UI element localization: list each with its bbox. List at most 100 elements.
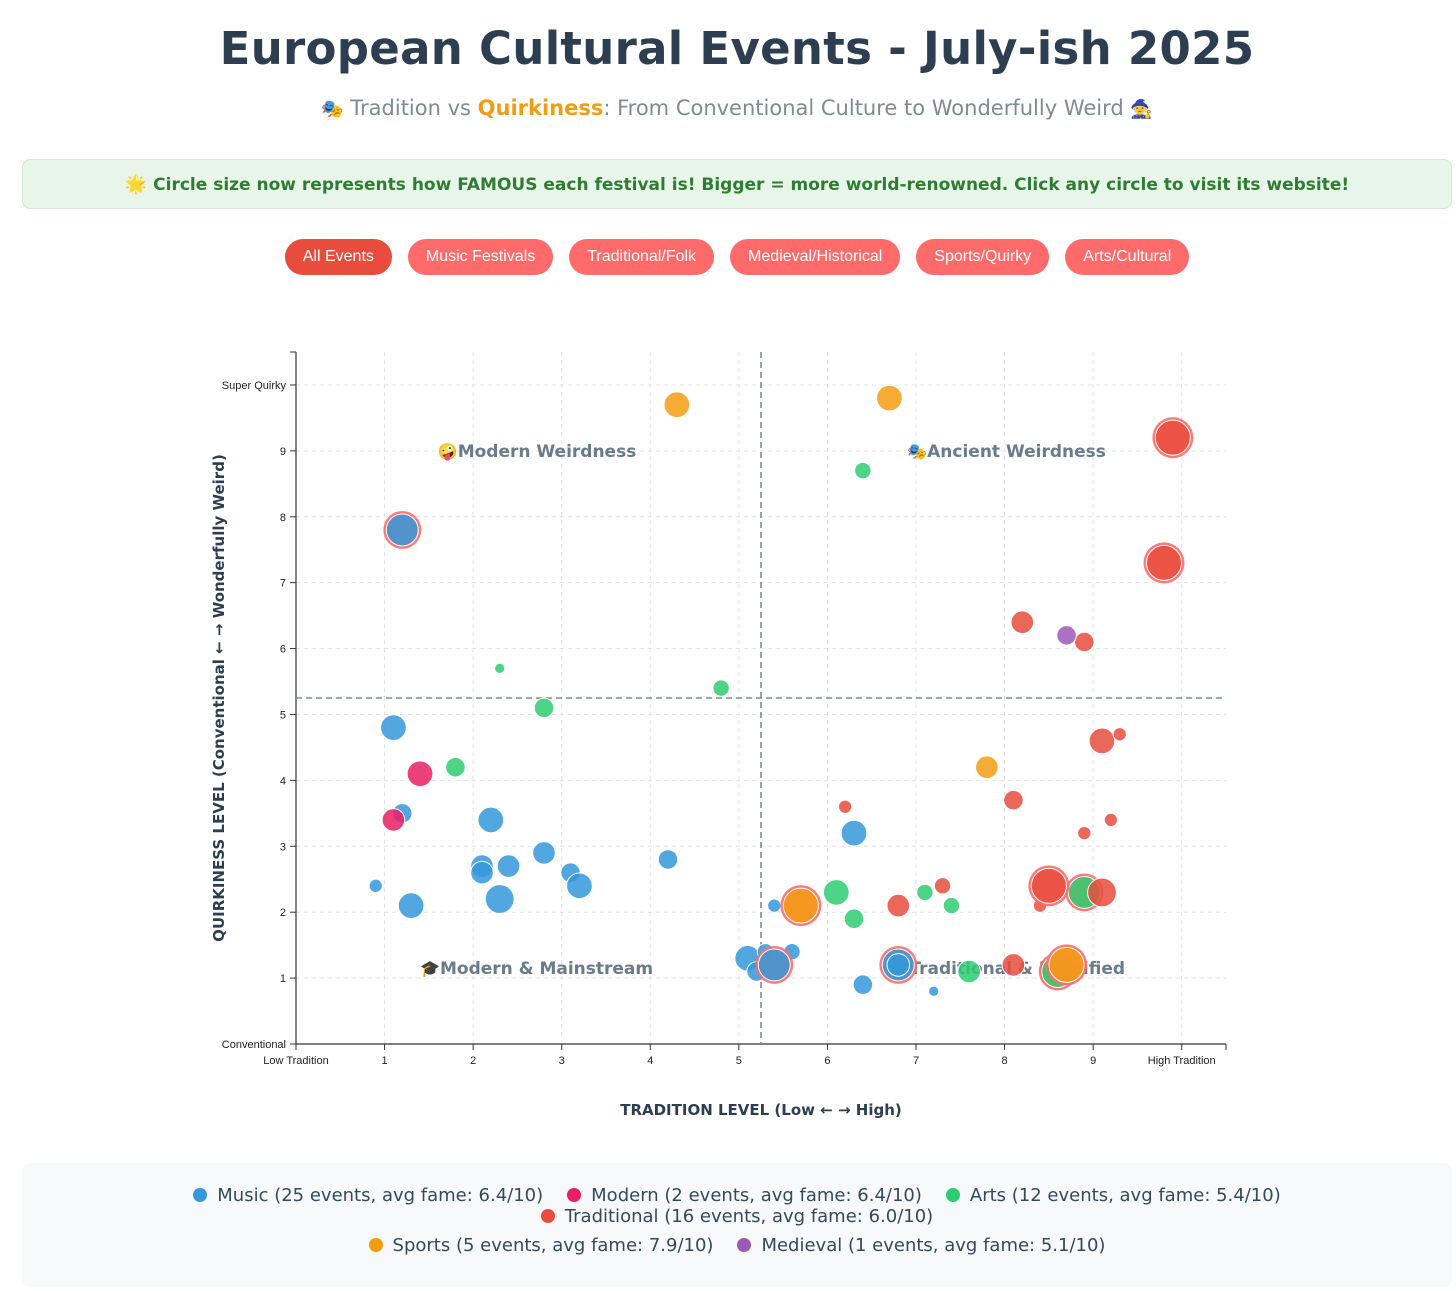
- data-point-sports[interactable]: [663, 391, 691, 419]
- data-point-modern[interactable]: [381, 808, 406, 832]
- legend-item-arts[interactable]: Arts (12 events, avg fame: 5.4/10): [945, 1185, 1281, 1206]
- data-point-music[interactable]: [380, 714, 407, 742]
- data-point-music[interactable]: [767, 898, 782, 913]
- filter-music-festivals[interactable]: Music Festivals: [407, 239, 554, 275]
- y-tick-label: 9: [280, 446, 286, 458]
- legend-item-medieval[interactable]: Medieval (1 events, avg fame: 5.1/10): [737, 1235, 1105, 1256]
- data-point-arts[interactable]: [942, 896, 961, 915]
- quadrant-emoji-icon: 🎭: [907, 442, 927, 461]
- y-tick-label: 1: [280, 973, 286, 985]
- chart-title: European Cultural Events - July-ish 2025: [219, 22, 1255, 75]
- subtitle-pre: Tradition vs: [350, 96, 478, 120]
- data-point-music[interactable]: [840, 819, 868, 847]
- x-tick-label: 3: [559, 1055, 565, 1067]
- legend: Music (25 events, avg fame: 6.4/10) Mode…: [22, 1163, 1452, 1287]
- data-point-arts[interactable]: [494, 662, 506, 674]
- chart-subtitle: 🎭 Tradition vs Quirkiness: From Conventi…: [0, 96, 1456, 120]
- data-point-arts[interactable]: [822, 879, 850, 906]
- data-points: [368, 384, 1194, 997]
- data-point-music[interactable]: [496, 854, 521, 878]
- x-tick-label: Low Tradition: [263, 1055, 328, 1067]
- quadrant-label-text: Ancient Weirdness: [927, 442, 1106, 462]
- data-point-arts[interactable]: [916, 883, 934, 902]
- data-point-traditional[interactable]: [933, 877, 952, 895]
- y-tick-label: 3: [280, 841, 286, 853]
- y-tick-label: 4: [280, 775, 286, 787]
- filter-sports-quirky[interactable]: Sports/Quirky: [916, 239, 1050, 275]
- data-point-music[interactable]: [886, 953, 911, 977]
- subtitle-post: : From Conventional Culture to Wonderful…: [603, 96, 1124, 120]
- filter-arts-cultural[interactable]: Arts/Cultural: [1065, 239, 1190, 275]
- data-point-traditional[interactable]: [1003, 789, 1024, 811]
- data-point-traditional[interactable]: [1001, 953, 1026, 977]
- subtitle-highlight: Quirkiness: [477, 96, 604, 120]
- y-tick-label: 5: [280, 709, 286, 721]
- quadrant-emoji-icon: 🤪: [438, 442, 458, 461]
- y-tick-label: Super Quirky: [222, 380, 287, 392]
- data-point-traditional[interactable]: [1103, 812, 1119, 828]
- data-point-arts[interactable]: [445, 756, 466, 778]
- data-point-music[interactable]: [397, 892, 425, 919]
- x-tick-label: 6: [824, 1055, 830, 1067]
- data-point-arts[interactable]: [533, 697, 555, 719]
- legend-label-modern: Modern (2 events, avg fame: 6.4/10): [591, 1185, 922, 1206]
- data-point-traditional[interactable]: [1088, 727, 1116, 755]
- x-tick-label: 1: [382, 1055, 388, 1067]
- quadrant-label: 🎭 Ancient Weirdness: [907, 442, 1106, 462]
- data-point-music[interactable]: [757, 948, 791, 982]
- data-point-arts[interactable]: [712, 679, 730, 697]
- data-point-medieval[interactable]: [1056, 625, 1077, 646]
- legend-row-2: Sports (5 events, avg fame: 7.9/10) Medi…: [22, 1235, 1452, 1285]
- y-tick-label: 7: [280, 578, 286, 590]
- legend-swatch-modern: [567, 1188, 582, 1202]
- legend-label-medieval: Medieval (1 events, avg fame: 5.1/10): [761, 1235, 1106, 1256]
- data-point-arts[interactable]: [854, 461, 872, 480]
- data-point-music[interactable]: [477, 806, 505, 834]
- data-point-music[interactable]: [484, 884, 515, 914]
- data-point-music[interactable]: [385, 513, 419, 547]
- data-point-traditional[interactable]: [1112, 727, 1127, 742]
- star-icon: 🌟: [124, 174, 148, 195]
- data-point-music[interactable]: [470, 860, 494, 885]
- data-point-sports[interactable]: [975, 755, 999, 780]
- theater-masks-icon: 🎭: [321, 98, 344, 120]
- data-point-music[interactable]: [532, 841, 556, 865]
- data-point-music[interactable]: [928, 985, 940, 997]
- filter-traditional-folk[interactable]: Traditional/Folk: [569, 239, 715, 275]
- data-point-modern[interactable]: [406, 760, 434, 788]
- data-point-arts[interactable]: [843, 908, 865, 930]
- y-tick-label: 2: [280, 907, 286, 919]
- info-banner: 🌟 Circle size now represents how FAMOUS …: [22, 159, 1452, 209]
- data-point-sports[interactable]: [1048, 946, 1085, 983]
- x-tick-label: 8: [1002, 1055, 1008, 1067]
- legend-item-modern[interactable]: Modern (2 events, avg fame: 6.4/10): [567, 1185, 922, 1206]
- data-point-music[interactable]: [657, 849, 679, 870]
- data-point-traditional[interactable]: [1030, 867, 1067, 904]
- data-point-traditional[interactable]: [1077, 825, 1092, 841]
- filter-medieval-historical[interactable]: Medieval/Historical: [730, 239, 901, 275]
- data-point-arts[interactable]: [957, 959, 981, 984]
- data-point-traditional[interactable]: [837, 799, 853, 814]
- data-point-traditional[interactable]: [1146, 544, 1182, 581]
- legend-item-traditional[interactable]: Traditional (16 events, avg fame: 6.0/10…: [540, 1206, 933, 1227]
- data-point-traditional[interactable]: [1010, 610, 1035, 635]
- data-point-music[interactable]: [852, 974, 874, 995]
- filter-all-events[interactable]: All Events: [284, 239, 392, 275]
- data-point-traditional[interactable]: [1154, 419, 1191, 456]
- filter-bar: All Events Music Festivals Traditional/F…: [0, 239, 1456, 275]
- legend-row-1: Music (25 events, avg fame: 6.4/10) Mode…: [22, 1185, 1452, 1235]
- data-point-traditional[interactable]: [1074, 631, 1095, 653]
- y-axis-title: QUIRKINESS LEVEL (Conventional ← → Wonde…: [210, 454, 228, 942]
- data-point-traditional[interactable]: [1087, 877, 1117, 908]
- data-point-sports[interactable]: [876, 384, 903, 412]
- legend-item-sports[interactable]: Sports (5 events, avg fame: 7.9/10): [368, 1235, 713, 1256]
- data-point-music[interactable]: [368, 878, 383, 893]
- legend-item-music[interactable]: Music (25 events, avg fame: 6.4/10): [193, 1185, 543, 1206]
- data-point-traditional[interactable]: [886, 893, 911, 918]
- legend-swatch-sports: [368, 1238, 383, 1252]
- data-point-sports[interactable]: [782, 887, 819, 924]
- quadrant-label-text: Modern & Mainstream: [440, 959, 653, 979]
- x-tick-label: 7: [913, 1055, 919, 1067]
- x-tick-label: High Tradition: [1148, 1055, 1216, 1067]
- data-point-music[interactable]: [566, 872, 593, 900]
